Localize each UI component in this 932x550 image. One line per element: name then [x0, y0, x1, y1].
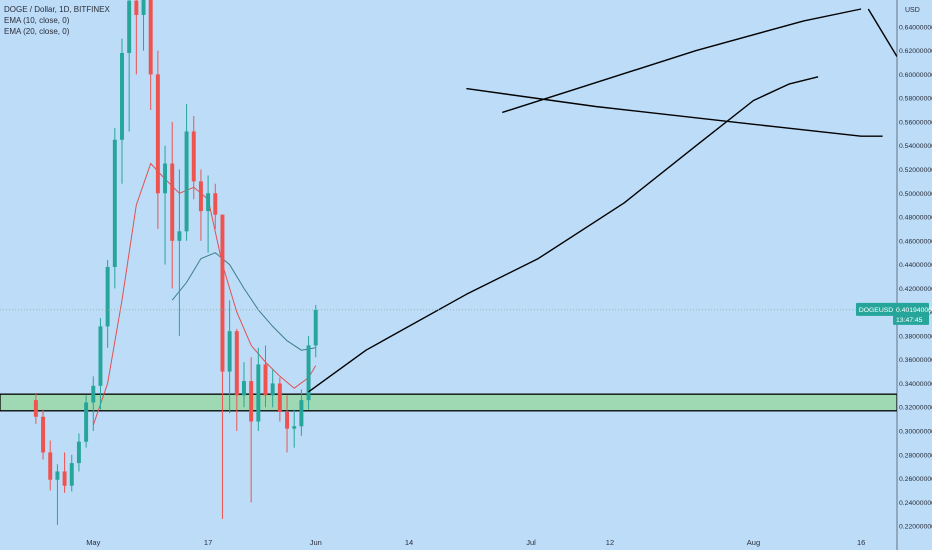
candle[interactable] — [306, 335, 311, 410]
candle[interactable] — [277, 377, 282, 422]
candle[interactable] — [55, 464, 60, 525]
candle[interactable] — [292, 409, 297, 448]
candle[interactable] — [105, 259, 110, 348]
candle[interactable] — [256, 347, 261, 432]
candle[interactable] — [48, 440, 53, 491]
y-tick-label: 0.28000000 — [899, 452, 932, 459]
candle[interactable] — [198, 169, 203, 241]
y-tick-label: 0.62000000 — [899, 48, 932, 55]
x-tick-label: Jun — [310, 538, 322, 547]
candle[interactable] — [127, 0, 132, 132]
x-tick-label: 16 — [857, 538, 865, 547]
price-tag-countdown: 13:47:45 — [896, 317, 923, 324]
candle[interactable] — [33, 392, 38, 424]
y-tick-label: 0.50000000 — [899, 191, 932, 198]
y-tick-label: 0.38000000 — [899, 333, 932, 340]
y-axis[interactable]: USD 0.22000000 0.24000000 0.26000000 0.28000… — [896, 0, 932, 550]
candle[interactable] — [220, 214, 225, 519]
y-tick-label: 0.48000000 — [899, 215, 932, 222]
y-tick-label: 0.34000000 — [899, 381, 932, 388]
support-zone[interactable] — [0, 393, 898, 412]
candle[interactable] — [155, 50, 160, 229]
legend-ema-fast[interactable]: EMA (10, close, 0) — [4, 16, 70, 25]
y-tick-label: 0.26000000 — [899, 476, 932, 483]
candle[interactable] — [285, 395, 290, 453]
y-tick-label: 0.64000000 — [899, 24, 932, 31]
y-tick-label: 0.30000000 — [899, 429, 932, 436]
x-axis[interactable]: May 17 Jun 14 Jul 12 Aug 16 — [86, 538, 865, 547]
candle[interactable] — [84, 395, 89, 448]
drawing-trend-line[interactable] — [466, 87, 883, 137]
candle[interactable] — [120, 38, 124, 184]
y-tick-label: 0.24000000 — [899, 500, 932, 507]
candle[interactable] — [112, 127, 117, 289]
y-tick-label: 0.54000000 — [899, 143, 932, 150]
candle[interactable] — [234, 328, 239, 432]
drawing-trend-line[interactable] — [502, 8, 862, 114]
price-tag-symbol: DOGEUSD — [859, 307, 893, 314]
y-tick-label: 0.42000000 — [899, 286, 932, 293]
chart-legend: DOGE / Dollar, 1D, BITFINEX EMA (10, clo… — [4, 4, 110, 37]
y-tick-label: 0.46000000 — [899, 238, 932, 245]
candle[interactable] — [249, 357, 254, 503]
y-tick-label: 0.44000000 — [899, 262, 932, 269]
candle[interactable] — [170, 121, 175, 289]
x-tick-label: 12 — [606, 538, 614, 547]
candle[interactable] — [213, 183, 218, 229]
y-tick-label: 0.60000000 — [899, 72, 932, 79]
x-tick-label: 14 — [405, 538, 413, 547]
candle[interactable] — [62, 452, 67, 493]
drawing-projection-curve[interactable] — [308, 76, 819, 393]
y-tick-label: 0.52000000 — [899, 167, 932, 174]
drawing-trend-line[interactable] — [867, 8, 898, 57]
candle[interactable] — [191, 115, 196, 200]
candle[interactable] — [163, 145, 168, 265]
candles — [33, 0, 318, 525]
y-axis-unit: USD — [905, 7, 920, 14]
y-tick-label: 0.32000000 — [899, 405, 932, 412]
support-zone-layer — [0, 393, 898, 412]
candle[interactable] — [299, 389, 304, 436]
x-tick-label: 17 — [204, 538, 212, 547]
x-tick-label: Aug — [747, 538, 760, 547]
candle[interactable] — [227, 300, 232, 414]
candle[interactable] — [270, 369, 275, 408]
candle[interactable] — [313, 305, 318, 358]
x-tick-label: Jul — [526, 538, 536, 547]
candle[interactable] — [263, 345, 268, 408]
candle[interactable] — [177, 169, 182, 336]
y-tick-label: 0.22000000 — [899, 524, 932, 531]
plot-background — [0, 0, 897, 550]
drawings — [308, 8, 898, 393]
legend-ema-slow[interactable]: EMA (20, close, 0) — [4, 27, 70, 36]
candle[interactable] — [134, 0, 139, 75]
x-tick-label: May — [86, 538, 100, 547]
legend-symbol[interactable]: DOGE / Dollar, 1D, BITFINEX — [4, 5, 110, 14]
y-tick-label: 0.58000000 — [899, 96, 932, 103]
candle[interactable] — [41, 409, 46, 460]
ema-slow-line — [171, 252, 316, 351]
candle[interactable] — [206, 175, 211, 253]
candle[interactable] — [91, 376, 96, 432]
candle[interactable] — [184, 104, 189, 241]
candle[interactable] — [76, 433, 81, 472]
y-tick-label: 0.36000000 — [899, 357, 932, 364]
candle[interactable] — [98, 318, 103, 410]
candle[interactable] — [69, 454, 74, 492]
candle[interactable] — [148, 0, 153, 111]
last-price-tag: DOGEUSD 0.40194000 13:47:45 — [856, 302, 932, 325]
candle[interactable] — [141, 0, 146, 51]
y-tick-label: 0.56000000 — [899, 119, 932, 126]
price-tag-price: 0.40194000 — [896, 307, 932, 314]
candle[interactable] — [242, 362, 246, 408]
